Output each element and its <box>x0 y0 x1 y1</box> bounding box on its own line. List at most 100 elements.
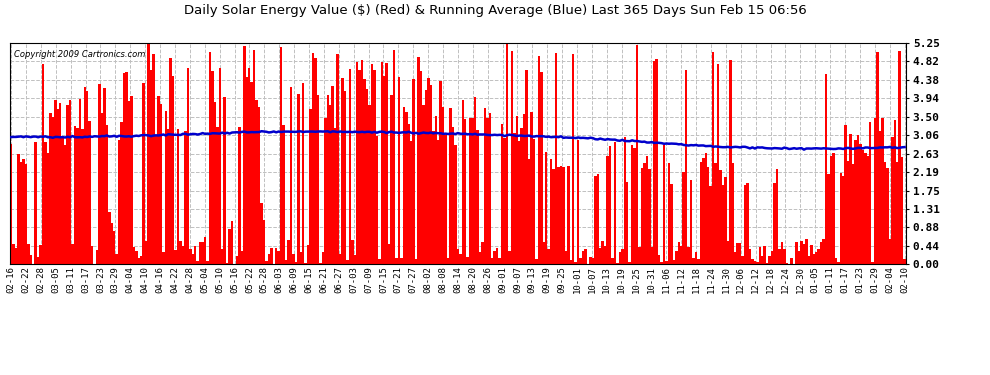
Bar <box>582 251 584 264</box>
Bar <box>174 250 177 264</box>
Bar <box>456 249 459 264</box>
Bar <box>267 254 270 264</box>
Bar <box>648 169 650 264</box>
Bar <box>250 82 252 264</box>
Bar <box>874 118 876 264</box>
Bar <box>314 58 317 264</box>
Bar <box>466 257 469 264</box>
Bar <box>899 51 901 264</box>
Bar <box>78 99 81 264</box>
Bar <box>861 150 864 264</box>
Bar <box>498 258 501 264</box>
Bar <box>118 140 121 264</box>
Bar <box>380 62 383 264</box>
Bar <box>849 134 851 264</box>
Bar <box>486 118 488 264</box>
Bar <box>479 252 481 264</box>
Bar <box>624 137 626 264</box>
Bar <box>506 44 508 264</box>
Bar <box>484 108 486 264</box>
Bar <box>375 136 378 264</box>
Bar <box>471 118 474 264</box>
Bar <box>459 254 461 264</box>
Bar <box>795 242 798 264</box>
Bar <box>543 242 545 264</box>
Bar <box>255 100 257 264</box>
Bar <box>123 73 126 264</box>
Bar <box>248 68 250 264</box>
Bar <box>828 174 830 264</box>
Bar <box>96 250 98 264</box>
Bar <box>366 88 368 264</box>
Bar <box>446 258 449 264</box>
Bar <box>317 95 319 264</box>
Bar <box>292 254 295 264</box>
Bar <box>672 260 675 264</box>
Bar <box>287 240 290 264</box>
Bar <box>385 63 388 264</box>
Bar <box>763 246 766 264</box>
Bar <box>675 251 677 264</box>
Bar <box>833 153 835 264</box>
Bar <box>231 221 234 264</box>
Bar <box>859 144 861 264</box>
Bar <box>584 249 587 264</box>
Bar <box>667 163 670 264</box>
Bar <box>191 254 194 264</box>
Bar <box>815 252 818 264</box>
Bar <box>145 242 148 264</box>
Bar <box>305 262 307 264</box>
Bar <box>904 258 906 264</box>
Bar <box>395 258 398 264</box>
Bar <box>589 257 592 264</box>
Bar <box>244 46 246 264</box>
Bar <box>265 261 267 264</box>
Bar <box>177 129 179 264</box>
Bar <box>567 166 569 264</box>
Bar <box>260 204 262 264</box>
Bar <box>521 128 523 264</box>
Bar <box>552 169 554 264</box>
Bar <box>211 71 214 264</box>
Bar <box>609 146 611 264</box>
Bar <box>896 162 899 264</box>
Bar <box>370 64 373 264</box>
Bar <box>866 156 869 264</box>
Bar <box>856 135 859 264</box>
Bar <box>604 246 607 264</box>
Bar <box>547 249 549 264</box>
Bar <box>300 252 302 264</box>
Bar <box>403 108 405 264</box>
Bar <box>645 156 648 264</box>
Bar <box>10 144 12 264</box>
Bar <box>103 88 106 264</box>
Bar <box>776 169 778 264</box>
Bar <box>81 129 83 264</box>
Bar <box>83 87 86 264</box>
Bar <box>528 159 531 264</box>
Bar <box>803 244 805 264</box>
Bar <box>449 108 451 264</box>
Bar <box>712 52 715 264</box>
Bar <box>641 168 644 264</box>
Bar <box>569 260 572 264</box>
Bar <box>126 72 128 264</box>
Bar <box>454 145 456 264</box>
Bar <box>214 102 216 264</box>
Bar <box>140 256 143 264</box>
Bar <box>182 246 184 264</box>
Bar <box>410 141 413 264</box>
Bar <box>199 242 201 264</box>
Bar <box>351 240 353 264</box>
Bar <box>69 100 71 264</box>
Bar <box>425 90 428 264</box>
Bar <box>658 255 660 264</box>
Bar <box>599 248 602 264</box>
Bar <box>290 87 292 264</box>
Bar <box>614 142 616 264</box>
Bar <box>619 252 621 264</box>
Bar <box>761 256 763 264</box>
Bar <box>705 153 707 264</box>
Bar <box>418 57 420 264</box>
Bar <box>363 79 366 264</box>
